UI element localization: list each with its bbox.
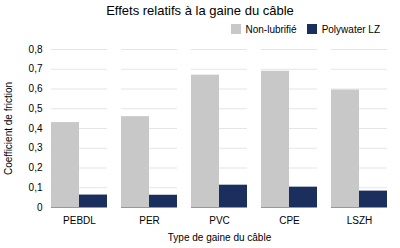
svg-text:LSZH: LSZH <box>347 215 373 226</box>
svg-text:0,3: 0,3 <box>29 142 43 153</box>
svg-text:PVC: PVC <box>209 215 230 226</box>
svg-text:0,8: 0,8 <box>29 44 43 55</box>
svg-text:0,1: 0,1 <box>29 182 43 193</box>
svg-text:0: 0 <box>37 202 43 213</box>
svg-text:PER: PER <box>139 215 160 226</box>
svg-text:PEBDL: PEBDL <box>63 215 96 226</box>
svg-text:0,2: 0,2 <box>29 162 43 173</box>
html-text:Non-lubrifié: Non-lubrifié <box>245 23 297 35</box>
html-text:Polywater LZ: Polywater LZ <box>321 23 380 35</box>
svg-text:Coefficient de friction: Coefficient de friction <box>3 82 14 175</box>
svg-text:CPE: CPE <box>279 215 300 226</box>
svg-text:0,7: 0,7 <box>29 63 43 74</box>
svg-text:Type de gaine du câble: Type de gaine du câble <box>168 232 272 243</box>
svg-text:0,4: 0,4 <box>29 123 43 134</box>
svg-text:0,5: 0,5 <box>29 103 43 114</box>
svg-text:0,6: 0,6 <box>29 83 43 94</box>
html-text:Effets relatifs à la gaine du: Effets relatifs à la gaine du câble <box>106 3 294 18</box>
